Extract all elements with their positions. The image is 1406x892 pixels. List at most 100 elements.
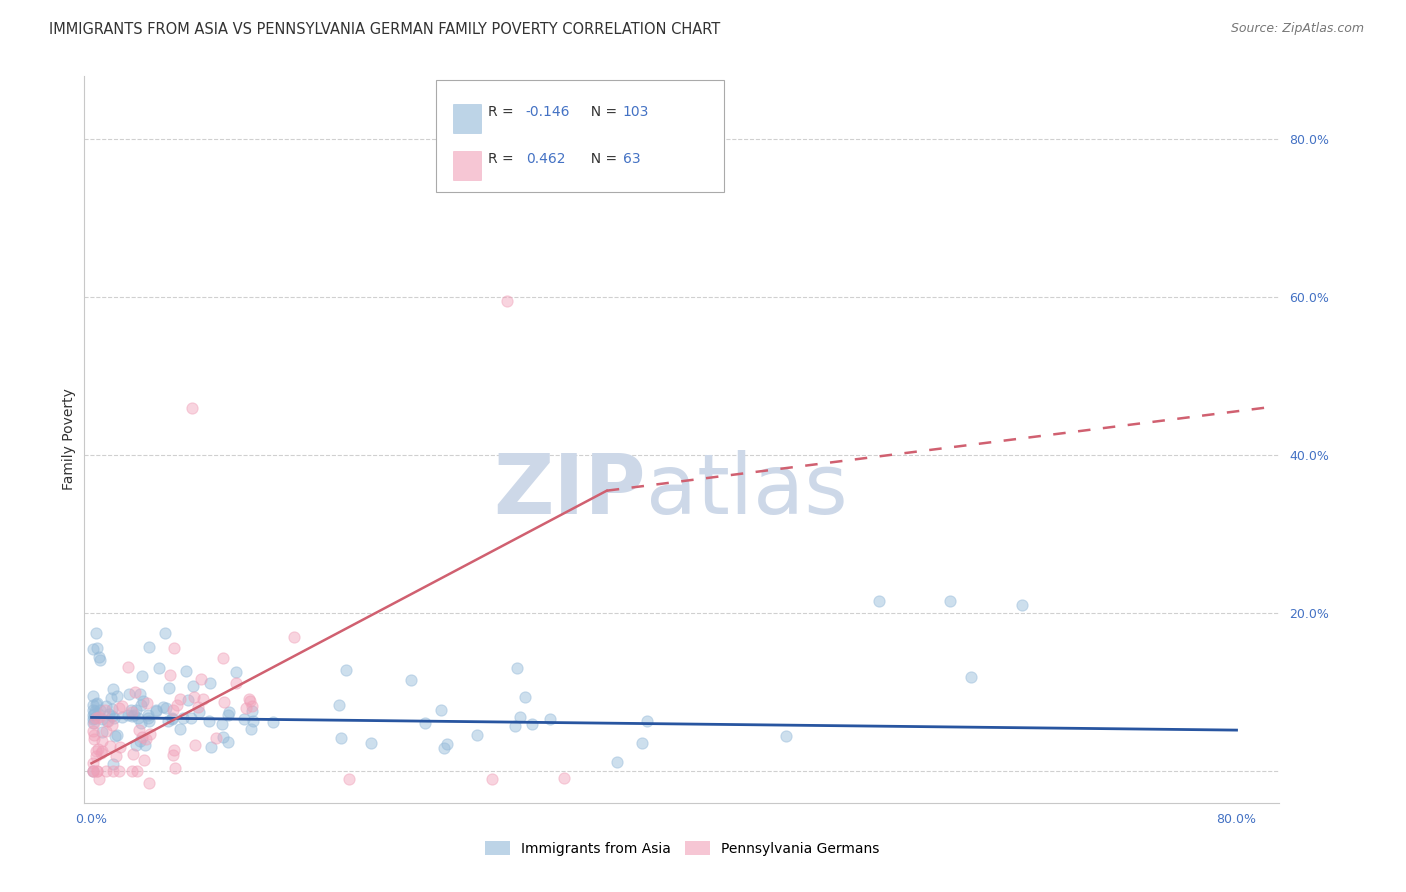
Point <box>117 660 139 674</box>
Point <box>156 714 179 729</box>
Legend: Immigrants from Asia, Pennsylvania Germans: Immigrants from Asia, Pennsylvania Germa… <box>479 836 884 862</box>
Point <box>172 711 194 725</box>
Point <box>1011 599 1033 613</box>
Point <box>84 704 107 718</box>
Point <box>121 747 143 761</box>
Point <box>238 692 260 706</box>
Point <box>82 641 104 656</box>
Point <box>82 708 104 723</box>
Point <box>145 703 167 717</box>
Point <box>218 705 240 719</box>
Point <box>159 667 181 681</box>
Point <box>107 727 129 741</box>
Point <box>217 707 239 722</box>
Point <box>124 685 146 699</box>
Point <box>129 715 152 730</box>
Point <box>959 670 981 684</box>
Point <box>118 687 141 701</box>
Point <box>436 737 458 751</box>
Point <box>83 711 105 725</box>
Point <box>104 730 127 744</box>
Point <box>117 708 139 723</box>
Point <box>509 710 531 724</box>
Point <box>82 703 104 717</box>
Point <box>163 640 186 655</box>
Point <box>131 730 153 744</box>
Point <box>103 764 125 779</box>
Point <box>636 714 658 728</box>
Point <box>136 711 159 725</box>
Point <box>939 594 962 608</box>
Point <box>217 735 239 749</box>
Point <box>111 710 134 724</box>
Point <box>177 693 200 707</box>
Point <box>430 703 453 717</box>
Point <box>121 706 143 720</box>
Point <box>83 706 105 721</box>
Text: 0.462: 0.462 <box>526 152 565 166</box>
Point <box>138 708 160 723</box>
Point <box>538 712 561 726</box>
Point <box>83 728 105 742</box>
Point <box>86 764 108 779</box>
Point <box>262 714 284 729</box>
Point <box>337 772 360 786</box>
Point <box>89 702 111 716</box>
Point <box>169 692 191 706</box>
Point <box>184 738 207 752</box>
Point <box>103 711 125 725</box>
Point <box>128 723 150 737</box>
Point <box>135 696 157 710</box>
Point <box>165 761 187 775</box>
Point <box>82 724 104 739</box>
Point <box>82 713 104 727</box>
Point <box>87 710 110 724</box>
Point <box>90 746 112 760</box>
Point <box>104 748 127 763</box>
Point <box>128 734 150 748</box>
Point <box>139 727 162 741</box>
Point <box>152 699 174 714</box>
Point <box>82 756 104 770</box>
Point <box>868 594 890 608</box>
Point <box>169 722 191 736</box>
Point <box>495 293 517 308</box>
Point <box>94 764 117 779</box>
Point <box>83 732 105 747</box>
Point <box>122 707 145 722</box>
Point <box>190 672 212 686</box>
Point <box>553 771 575 785</box>
Point <box>225 665 247 680</box>
Point <box>212 651 235 665</box>
Text: 103: 103 <box>623 105 650 120</box>
Point <box>187 700 209 714</box>
Point <box>101 718 124 732</box>
Point <box>162 711 184 725</box>
Point <box>97 707 120 722</box>
Point <box>235 701 257 715</box>
Point <box>198 676 221 690</box>
Point <box>121 709 143 723</box>
Point <box>121 764 143 779</box>
Point <box>82 764 104 779</box>
Point <box>82 715 104 730</box>
Point <box>330 731 353 745</box>
Point <box>360 736 382 750</box>
Point <box>138 714 160 728</box>
Point <box>128 687 150 701</box>
Point <box>127 711 149 725</box>
Point <box>193 691 215 706</box>
Point <box>166 698 188 712</box>
Point <box>84 711 107 725</box>
Text: R =: R = <box>488 105 517 120</box>
Point <box>84 626 107 640</box>
Point <box>132 753 155 767</box>
Point <box>163 743 186 757</box>
Point <box>101 702 124 716</box>
Point <box>97 714 120 729</box>
Text: atlas: atlas <box>647 450 848 531</box>
Point <box>108 740 131 755</box>
Point <box>91 712 114 726</box>
Point <box>101 757 124 772</box>
Point <box>240 704 263 718</box>
